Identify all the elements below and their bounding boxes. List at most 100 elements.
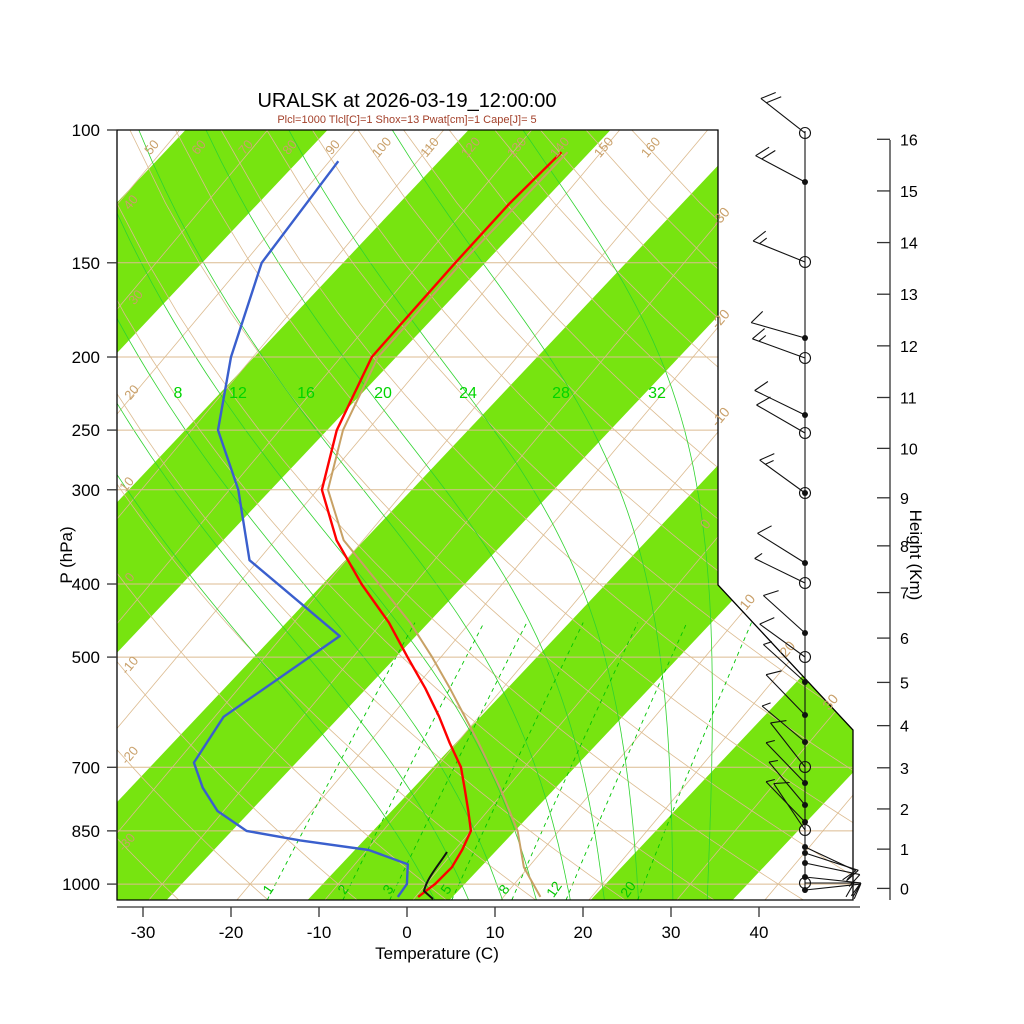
svg-text:8: 8 (900, 539, 909, 556)
svg-text:6: 6 (900, 631, 909, 648)
svg-text:30: 30 (662, 923, 681, 942)
station-dot (802, 844, 808, 850)
height-ticks (877, 138, 890, 890)
station-dot (802, 490, 808, 496)
svg-text:15: 15 (900, 184, 918, 201)
svg-text:200: 200 (72, 348, 100, 367)
surface-marker (422, 851, 448, 900)
svg-text:0: 0 (402, 923, 411, 942)
green-stripes (117, 130, 853, 900)
dewpoint-curve (192, 160, 409, 898)
station-dot (802, 179, 808, 185)
svg-text:100: 100 (369, 134, 394, 160)
station-dot (802, 712, 808, 718)
svg-text:13: 13 (900, 287, 918, 304)
station-circle (798, 255, 812, 269)
svg-text:5: 5 (900, 675, 909, 692)
station-dot (802, 335, 808, 341)
svg-text:3: 3 (900, 761, 909, 778)
svg-text:100: 100 (72, 121, 100, 140)
station-dot (802, 887, 808, 893)
svg-text:12: 12 (900, 339, 918, 356)
station-dot (802, 679, 808, 685)
pressure-ticks (107, 129, 117, 885)
svg-text:90: 90 (322, 137, 343, 158)
station-circle (798, 823, 812, 837)
svg-text:20: 20 (776, 638, 798, 660)
moist-adiabat-labels: 8 12 16 20 24 28 32 (174, 385, 666, 402)
svg-text:2: 2 (900, 802, 909, 819)
svg-text:150: 150 (72, 254, 100, 273)
svg-text:160: 160 (638, 134, 663, 160)
svg-text:20: 20 (574, 923, 593, 942)
svg-text:-30: -30 (131, 923, 156, 942)
wind-barbs (750, 91, 862, 900)
svg-text:4: 4 (900, 719, 909, 736)
svg-text:12: 12 (229, 385, 247, 402)
svg-text:12: 12 (543, 878, 565, 900)
station-dot (802, 630, 808, 636)
station-circle (798, 351, 812, 365)
svg-text:14: 14 (900, 236, 918, 253)
svg-text:-20: -20 (118, 743, 142, 767)
plot-area (117, 130, 853, 900)
station-circle (798, 126, 812, 140)
station-dot (802, 819, 808, 825)
svg-text:110: 110 (417, 134, 442, 160)
svg-text:1: 1 (900, 842, 909, 859)
svg-text:20: 20 (374, 385, 392, 402)
temperature-ticks (142, 907, 760, 917)
svg-text:-10: -10 (708, 404, 733, 430)
svg-text:300: 300 (72, 481, 100, 500)
station-dot (802, 850, 808, 856)
station-circle (798, 760, 812, 774)
station-dot (802, 739, 808, 745)
temperature-axis-label: Temperature (C) (375, 944, 499, 963)
parcel-curve (327, 151, 569, 898)
svg-text:850: 850 (72, 822, 100, 841)
axes (107, 129, 891, 917)
svg-text:7: 7 (900, 586, 909, 603)
svg-text:400: 400 (72, 575, 100, 594)
svg-text:20: 20 (121, 382, 142, 403)
svg-text:8: 8 (495, 881, 513, 897)
svg-text:1000: 1000 (62, 875, 100, 894)
moist-adiabat-lines (117, 130, 713, 900)
station-dot (802, 780, 808, 786)
svg-text:-20: -20 (219, 923, 244, 942)
chart-title: URALSK at 2026-03-19_12:00:00 (257, 90, 557, 112)
temperature-curve (320, 151, 563, 898)
svg-text:0: 0 (900, 881, 909, 898)
svg-text:8: 8 (174, 385, 183, 402)
temperature-tick-labels: -30 -20 -10 0 10 20 30 40 (131, 923, 769, 942)
svg-text:10: 10 (900, 441, 918, 458)
svg-text:10: 10 (736, 591, 758, 613)
station-dot (802, 412, 808, 418)
svg-text:40: 40 (750, 923, 769, 942)
plot-border (116, 129, 854, 901)
svg-text:24: 24 (459, 385, 477, 402)
svg-text:250: 250 (72, 421, 100, 440)
svg-text:700: 700 (72, 758, 100, 777)
svg-text:10: 10 (486, 923, 505, 942)
svg-text:-10: -10 (307, 923, 332, 942)
station-circle (798, 486, 812, 500)
station-circle (798, 576, 812, 590)
svg-text:28: 28 (552, 385, 570, 402)
chart-subtitle: Plcl=1000 Tlcl[C]=1 Shox=13 Pwat[cm]=1 C… (277, 114, 537, 126)
svg-text:11: 11 (900, 390, 917, 407)
svg-text:500: 500 (72, 648, 100, 667)
mixing-ratio-lines (266, 622, 752, 900)
station-circle (798, 426, 812, 440)
station-circle (798, 650, 812, 664)
svg-text:9: 9 (900, 491, 909, 508)
station-dot (802, 802, 808, 808)
svg-text:32: 32 (648, 385, 666, 402)
svg-text:16: 16 (297, 385, 315, 402)
pressure-tick-labels: 100 150 200 250 300 400 500 700 850 1000 (62, 121, 100, 894)
svg-text:16: 16 (900, 132, 918, 149)
station-dot (802, 860, 808, 866)
